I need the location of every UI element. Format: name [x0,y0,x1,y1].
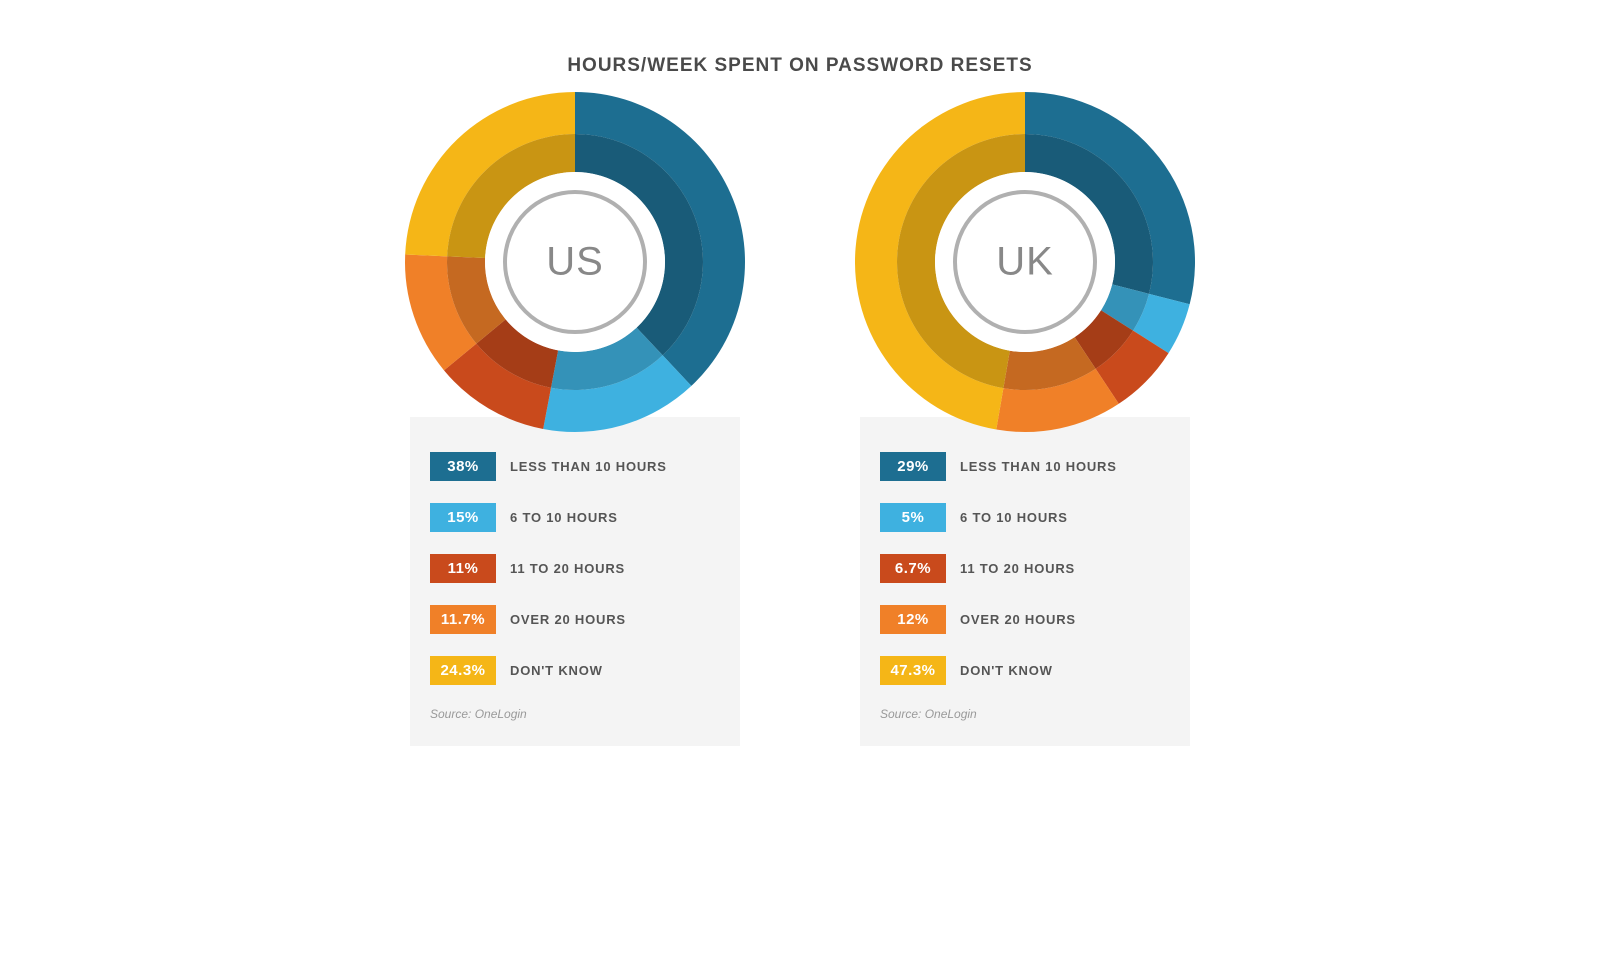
legend-label-lt10: LESS THAN 10 HOURS [510,459,667,474]
donut-us: US [400,87,750,437]
legend-item-over20: 11.7% OVER 20 HOURS [430,605,720,634]
legend-item-lt10: 38% LESS THAN 10 HOURS [430,452,720,481]
legend-item-6to10: 15% 6 TO 10 HOURS [430,503,720,532]
legend-item-11to20: 6.7% 11 TO 20 HOURS [880,554,1170,583]
chart-col-uk: UK 29% LESS THAN 10 HOURS 5% 6 TO 10 HOURS 6… [850,87,1200,746]
source-us: Source: OneLogin [430,707,720,721]
legend-label-6to10: 6 TO 10 HOURS [960,510,1068,525]
chart-title: HOURS/WEEK SPENT ON PASSWORD RESETS [0,0,1600,77]
legend-pct-dk: 47.3% [880,656,946,685]
legend-item-11to20: 11% 11 TO 20 HOURS [430,554,720,583]
legend-item-dk: 24.3% DON'T KNOW [430,656,720,685]
legend-pct-11to20: 11% [430,554,496,583]
legend-label-over20: OVER 20 HOURS [510,612,626,627]
legend-pct-dk: 24.3% [430,656,496,685]
legend-label-6to10: 6 TO 10 HOURS [510,510,618,525]
source-uk: Source: OneLogin [880,707,1170,721]
legend-pct-lt10: 38% [430,452,496,481]
legend-label-11to20: 11 TO 20 HOURS [510,561,625,576]
charts-row: US 38% LESS THAN 10 HOURS 15% 6 TO 10 HOURS… [0,87,1600,746]
center-label-us: US [546,240,604,285]
legend-pct-lt10: 29% [880,452,946,481]
legend-pct-over20: 11.7% [430,605,496,634]
legend-pct-6to10: 5% [880,503,946,532]
legend-item-over20: 12% OVER 20 HOURS [880,605,1170,634]
legend-card-uk: 29% LESS THAN 10 HOURS 5% 6 TO 10 HOURS 6.7%… [860,417,1190,746]
legend-label-dk: DON'T KNOW [960,663,1053,678]
legend-pct-11to20: 6.7% [880,554,946,583]
center-label-uk: UK [996,240,1054,285]
legend-label-over20: OVER 20 HOURS [960,612,1076,627]
donut-uk: UK [850,87,1200,437]
legend-card-us: 38% LESS THAN 10 HOURS 15% 6 TO 10 HOURS 11%… [410,417,740,746]
legend-pct-6to10: 15% [430,503,496,532]
chart-col-us: US 38% LESS THAN 10 HOURS 15% 6 TO 10 HOURS… [400,87,750,746]
legend-pct-over20: 12% [880,605,946,634]
legend-item-lt10: 29% LESS THAN 10 HOURS [880,452,1170,481]
legend-label-11to20: 11 TO 20 HOURS [960,561,1075,576]
legend-label-lt10: LESS THAN 10 HOURS [960,459,1117,474]
legend-label-dk: DON'T KNOW [510,663,603,678]
legend-item-dk: 47.3% DON'T KNOW [880,656,1170,685]
legend-item-6to10: 5% 6 TO 10 HOURS [880,503,1170,532]
